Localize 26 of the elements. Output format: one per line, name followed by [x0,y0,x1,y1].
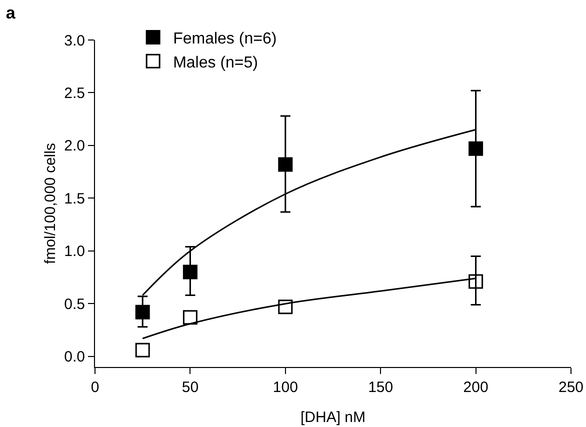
legend-label: Males (n=5) [173,54,258,72]
point [182,264,198,280]
point [135,304,150,320]
y-tick-label: 0.0 [64,348,85,366]
point [135,342,150,358]
y-tick-label: 3.0 [64,32,85,50]
x-tick-label: 200 [463,379,488,396]
point [278,300,293,314]
x-tick-label: 50 [182,379,199,396]
y-tick-label: 1.0 [64,243,85,260]
chart-title: a [6,3,16,22]
x-tick-label: 100 [272,379,298,396]
y-tick-label: 0.5 [64,296,85,313]
y-tick-label: 2.0 [64,138,85,155]
y-tick-label: 1.5 [64,190,85,208]
legend-label: Females (n=6) [173,30,277,48]
x-tick-label: 0 [90,379,100,396]
y-axis-title: fmol/100,000 cells [42,143,59,264]
x-axis-title: [DHA] nM [300,409,366,426]
y-tick-label: 2.5 [64,84,85,102]
point [468,274,484,289]
point [468,141,484,156]
point [278,157,293,172]
x-tick-label: 250 [558,379,584,396]
x-tick-label: 150 [368,379,394,396]
point [182,310,198,325]
